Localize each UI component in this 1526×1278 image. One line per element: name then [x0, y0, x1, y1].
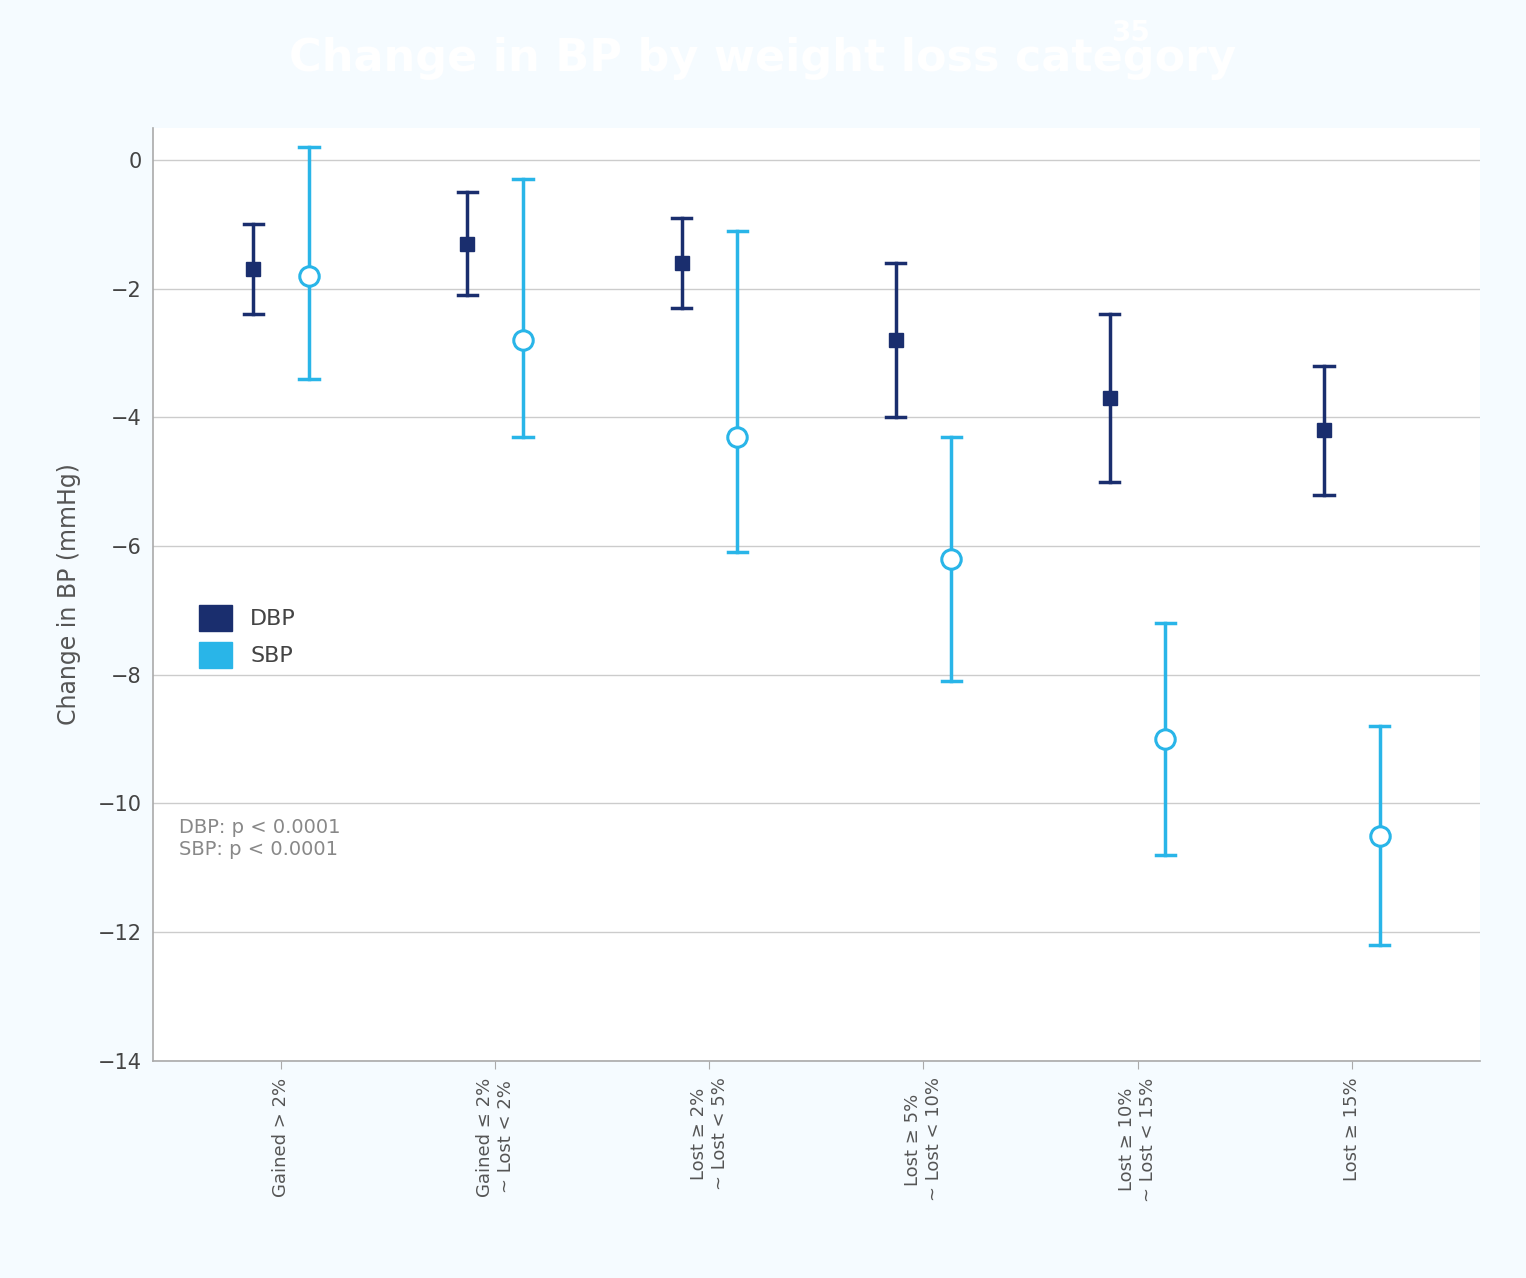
Text: 35: 35	[1111, 18, 1149, 46]
Y-axis label: Change in BP (mmHg): Change in BP (mmHg)	[56, 464, 81, 725]
Legend: DBP, SBP: DBP, SBP	[191, 597, 305, 676]
Text: Change in BP by weight loss category: Change in BP by weight loss category	[290, 37, 1236, 79]
Text: DBP: p < 0.0001
SBP: p < 0.0001: DBP: p < 0.0001 SBP: p < 0.0001	[179, 818, 340, 859]
